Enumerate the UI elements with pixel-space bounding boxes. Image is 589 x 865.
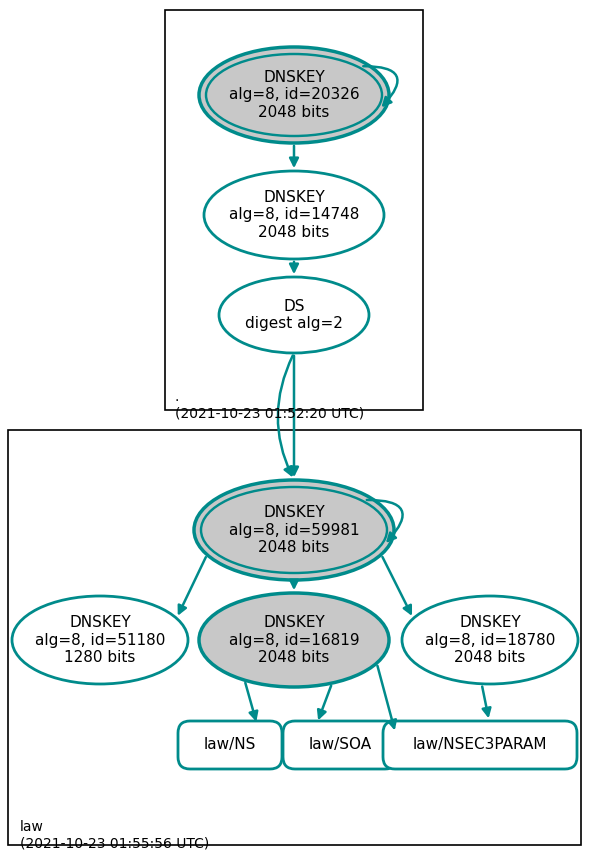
Ellipse shape xyxy=(204,171,384,259)
FancyArrowPatch shape xyxy=(290,580,298,587)
Text: .
(2021-10-23 01:52:20 UTC): . (2021-10-23 01:52:20 UTC) xyxy=(175,390,364,420)
Ellipse shape xyxy=(219,277,369,353)
Text: DNSKEY
alg=8, id=51180
1280 bits: DNSKEY alg=8, id=51180 1280 bits xyxy=(35,615,165,665)
FancyArrowPatch shape xyxy=(290,356,298,474)
FancyBboxPatch shape xyxy=(178,721,282,769)
FancyArrowPatch shape xyxy=(245,682,257,719)
Text: law
(2021-10-23 01:55:56 UTC): law (2021-10-23 01:55:56 UTC) xyxy=(20,820,209,850)
Ellipse shape xyxy=(199,47,389,143)
Ellipse shape xyxy=(12,596,188,684)
Text: law/NSEC3PARAM: law/NSEC3PARAM xyxy=(413,738,547,753)
Ellipse shape xyxy=(206,54,382,136)
Ellipse shape xyxy=(194,480,394,580)
FancyArrowPatch shape xyxy=(367,500,403,541)
Text: law/SOA: law/SOA xyxy=(309,738,372,753)
Ellipse shape xyxy=(402,596,578,684)
Text: DS
digest alg=2: DS digest alg=2 xyxy=(245,298,343,331)
FancyArrowPatch shape xyxy=(382,557,411,613)
FancyArrowPatch shape xyxy=(482,687,491,715)
FancyArrowPatch shape xyxy=(179,557,206,613)
Text: DNSKEY
alg=8, id=14748
2048 bits: DNSKEY alg=8, id=14748 2048 bits xyxy=(229,190,359,240)
FancyBboxPatch shape xyxy=(283,721,397,769)
FancyArrowPatch shape xyxy=(363,66,398,106)
Ellipse shape xyxy=(201,487,387,573)
FancyArrowPatch shape xyxy=(378,666,396,727)
FancyArrowPatch shape xyxy=(290,146,298,165)
FancyBboxPatch shape xyxy=(383,721,577,769)
Text: law/NS: law/NS xyxy=(204,738,256,753)
Bar xyxy=(165,10,423,410)
Text: DNSKEY
alg=8, id=20326
2048 bits: DNSKEY alg=8, id=20326 2048 bits xyxy=(229,70,359,120)
Ellipse shape xyxy=(199,593,389,687)
FancyArrowPatch shape xyxy=(278,356,293,475)
Text: DNSKEY
alg=8, id=18780
2048 bits: DNSKEY alg=8, id=18780 2048 bits xyxy=(425,615,555,665)
Bar xyxy=(8,430,581,845)
Text: DNSKEY
alg=8, id=59981
2048 bits: DNSKEY alg=8, id=59981 2048 bits xyxy=(229,505,359,555)
Text: DNSKEY
alg=8, id=16819
2048 bits: DNSKEY alg=8, id=16819 2048 bits xyxy=(229,615,359,665)
FancyArrowPatch shape xyxy=(290,262,298,272)
FancyArrowPatch shape xyxy=(318,686,331,718)
